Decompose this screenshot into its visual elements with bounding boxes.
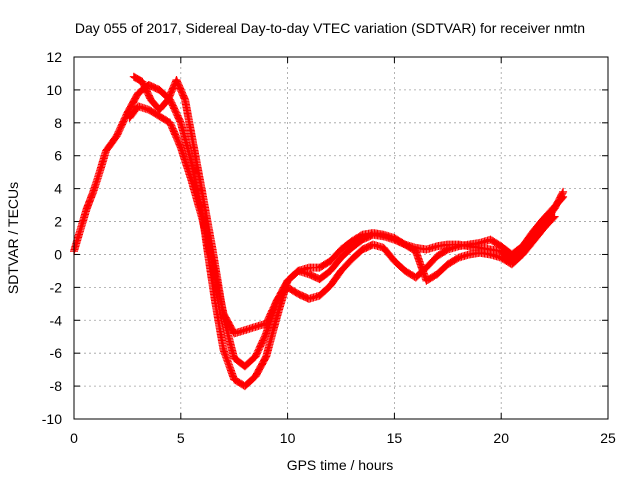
y-tick-label: 0 (54, 246, 62, 262)
y-tick-label: 2 (54, 214, 62, 230)
x-tick-label: 0 (70, 430, 78, 446)
plot-frame (73, 56, 609, 420)
y-tick-label: 12 (46, 49, 62, 65)
series-markers (70, 81, 568, 391)
x-tick-label: 10 (280, 430, 296, 446)
series-track-3 (125, 102, 559, 338)
series-markers (125, 102, 559, 338)
x-tick-label: 15 (387, 430, 403, 446)
y-tick-label: -2 (50, 279, 63, 295)
data-points (70, 72, 568, 391)
x-tick-label: 5 (177, 430, 185, 446)
grid (74, 57, 608, 419)
y-tick-label: 4 (54, 181, 62, 197)
x-tick-label: 25 (600, 430, 616, 446)
chart-title: Day 055 of 2017, Sidereal Day-to-day VTE… (75, 20, 585, 36)
y-tick-label: 8 (54, 115, 62, 131)
y-tick-label: -6 (50, 345, 63, 361)
y-tick-label: -8 (50, 378, 63, 394)
series-track-1 (70, 81, 568, 391)
y-tick-label: 6 (54, 148, 62, 164)
y-tick-label: 10 (46, 82, 62, 98)
y-tick-label: -10 (42, 411, 62, 427)
y-axis-title: SDTVAR / TECUs (5, 182, 21, 294)
tick-labels: 0 5 10 15 20 25 -10 -8 -6 -4 -2 0 2 4 6 8 10 12 (42, 49, 616, 446)
x-tick-label: 20 (493, 430, 509, 446)
y-tick-label: -4 (50, 312, 63, 328)
x-axis-title: GPS time / hours (287, 457, 394, 473)
